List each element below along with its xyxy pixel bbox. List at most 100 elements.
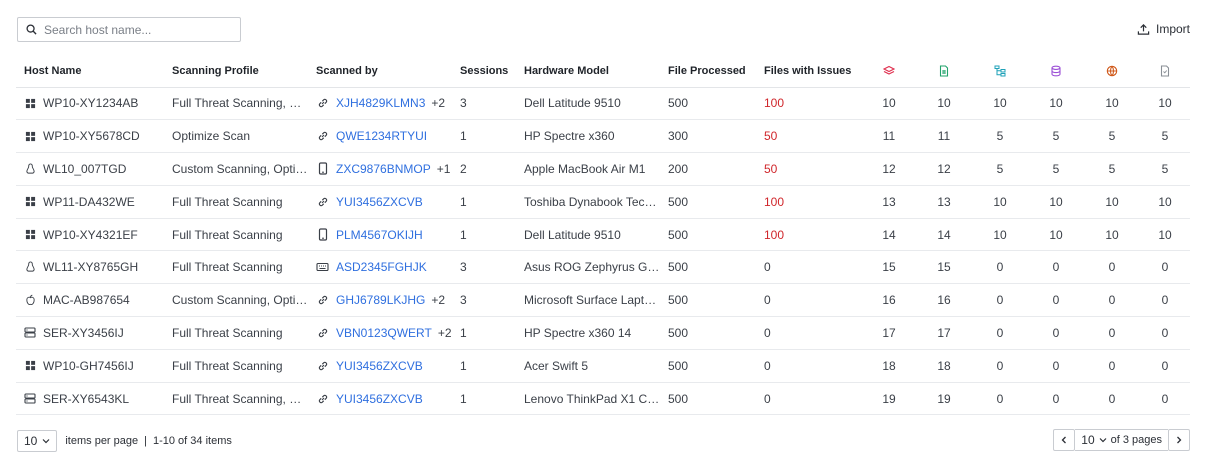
file-processed-cell: 500 — [660, 218, 756, 252]
current-page-select[interactable]: 10 — [1081, 433, 1107, 447]
files-with-issues-cell: 100 — [756, 87, 862, 121]
page-size-select[interactable]: 10 — [17, 430, 58, 452]
col-header-hardware-model[interactable]: Hardware Model — [516, 55, 660, 88]
host-cell[interactable]: SER-XY3456IJ — [16, 316, 164, 350]
hosts-table: Host Name Scanning Profile Scanned by Se… — [16, 55, 1190, 416]
col-header-host-name[interactable]: Host Name — [16, 55, 164, 88]
mobile-icon — [316, 162, 329, 176]
globe-count-cell: 10 — [1084, 87, 1140, 121]
next-page-button[interactable] — [1168, 429, 1190, 451]
table-row[interactable]: SER-XY6543KL Full Threat Scanning, Optimi… — [16, 382, 1190, 416]
table-row[interactable]: WL11-XY8765GH Full Threat Scanning ASD2345… — [16, 250, 1190, 285]
col-header-files-with-issues[interactable]: Files with Issues — [756, 55, 862, 88]
files-with-issues-cell: 0 — [756, 250, 862, 285]
scanner-link[interactable]: ASD2345FGHJK — [336, 260, 427, 275]
scanned-by-cell: XJH4829KLMN3 +2 — [308, 87, 452, 121]
col-header-sessions[interactable]: Sessions — [452, 55, 516, 88]
host-cell[interactable]: MAC-AB987654 — [16, 283, 164, 318]
mobile-icon — [316, 228, 329, 241]
of-pages-label: of 3 pages — [1110, 434, 1162, 446]
sessions-cell: 1 — [452, 316, 516, 350]
hardware-model-cell: Dell Latitude 9510 — [516, 87, 660, 121]
table-row[interactable]: WP10-GH7456IJ Full Threat Scanning YUI3456… — [16, 349, 1190, 383]
layers-icon — [883, 65, 895, 75]
database-count-cell: 0 — [1028, 349, 1084, 383]
items-range-label: 1-10 of 34 items — [152, 435, 232, 447]
scanner-link[interactable]: YUI3456ZXCVB — [336, 391, 423, 406]
host-cell[interactable]: WP10-XY4321EF — [16, 218, 164, 252]
table-row[interactable]: WP10-XY5678CD Optimize Scan QWE1234RTYUI 1 H… — [16, 119, 1190, 154]
scanning-profile-cell: Full Threat Scanning, Optimize Scan — [164, 87, 308, 121]
database-count-cell: 0 — [1028, 382, 1084, 416]
col-header-scanning-profile[interactable]: Scanning Profile — [164, 55, 308, 88]
scanning-profile-cell: Full Threat Scanning — [164, 316, 308, 350]
scanner-link[interactable]: YUI3456ZXCVB — [336, 194, 423, 209]
col-header-globe[interactable] — [1084, 55, 1140, 88]
host-cell[interactable]: WL11-XY8765GH — [16, 250, 164, 285]
database-count-cell: 5 — [1028, 152, 1084, 186]
host-name: SER-XY6543KL — [43, 391, 130, 406]
layers-count-cell: 14 — [862, 218, 916, 252]
database-count-cell: 0 — [1028, 316, 1084, 350]
document-count-cell: 0 — [1140, 349, 1190, 383]
host-name: WP11-DA432WE — [43, 194, 135, 209]
hardware-model-cell: Microsoft Surface Laptop 4 — [516, 283, 660, 318]
scanner-link[interactable]: YUI3456ZXCVB — [336, 358, 423, 373]
host-name: MAC-AB987654 — [43, 293, 130, 308]
host-cell[interactable]: WP10-XY5678CD — [16, 119, 164, 154]
host-cell[interactable]: WL10_007TGD — [16, 152, 164, 186]
globe-count-cell: 0 — [1084, 250, 1140, 285]
col-header-spreadsheet[interactable] — [916, 55, 972, 88]
upload-icon — [1137, 23, 1150, 35]
server-icon — [24, 327, 36, 339]
host-name: WP10-XY4321EF — [43, 227, 138, 242]
footer-separator: | — [144, 435, 147, 447]
globe-count-cell: 0 — [1084, 316, 1140, 350]
col-header-file-processed[interactable]: File Processed — [660, 55, 756, 88]
globe-count-cell: 0 — [1084, 382, 1140, 416]
scanner-link[interactable]: PLM4567OKIJH — [336, 227, 423, 242]
table-row[interactable]: WP10-XY4321EF Full Threat Scanning PLM4567… — [16, 218, 1190, 252]
scanner-link[interactable]: QWE1234RTYUI — [336, 129, 428, 144]
col-header-layers[interactable] — [862, 55, 916, 88]
host-cell[interactable]: WP10-XY1234AB — [16, 87, 164, 121]
host-cell[interactable]: WP10-GH7456IJ — [16, 349, 164, 383]
scanner-link[interactable]: GHJ6789LKJHG — [336, 293, 426, 308]
spreadsheet-count-cell: 18 — [916, 349, 972, 383]
database-count-cell: 5 — [1028, 119, 1084, 154]
scanned-by-cell: YUI3456ZXCVB — [308, 382, 452, 416]
scanned-by-cell: VBN0123QWERT +2 — [308, 316, 452, 350]
host-cell[interactable]: SER-XY6543KL — [16, 382, 164, 416]
table-row[interactable]: WP11-DA432WE Full Threat Scanning YUI3456Z… — [16, 185, 1190, 219]
scanner-link[interactable]: XJH4829KLMN3 — [336, 96, 426, 111]
windows-icon — [24, 130, 36, 142]
sessions-cell: 1 — [452, 119, 516, 154]
scanner-link[interactable]: VBN0123QWERT — [336, 325, 432, 340]
linux-icon — [24, 261, 36, 273]
table-row[interactable]: WL10_007TGD Custom Scanning, Optimize Sca… — [16, 152, 1190, 186]
hierarchy-count-cell: 10 — [972, 218, 1028, 252]
table-row[interactable]: SER-XY3456IJ Full Threat Scanning VBN0123Q… — [16, 316, 1190, 350]
search-input[interactable] — [44, 22, 224, 37]
windows-icon — [24, 360, 36, 372]
search-box[interactable] — [17, 17, 241, 42]
spreadsheet-count-cell: 12 — [916, 152, 972, 186]
col-header-scanned-by[interactable]: Scanned by — [308, 55, 452, 88]
file-processed-cell: 500 — [660, 349, 756, 383]
col-header-document[interactable] — [1140, 55, 1190, 88]
col-header-database[interactable] — [1028, 55, 1084, 88]
more-scanners-badge[interactable]: +2 — [431, 293, 446, 308]
document-count-cell: 0 — [1140, 316, 1190, 350]
more-scanners-badge[interactable]: +1 — [436, 161, 451, 176]
import-label: Import — [1155, 22, 1190, 36]
prev-page-button[interactable] — [1053, 429, 1076, 451]
col-header-hierarchy[interactable] — [972, 55, 1028, 88]
more-scanners-badge[interactable]: +2 — [437, 325, 452, 340]
scanner-link[interactable]: ZXC9876BNMOP — [336, 161, 431, 176]
more-scanners-badge[interactable]: +2 — [431, 96, 446, 111]
table-row[interactable]: WP10-XY1234AB Full Threat Scanning, Optim… — [16, 87, 1190, 121]
table-row[interactable]: MAC-AB987654 Custom Scanning, Optimize Sc… — [16, 283, 1190, 318]
layers-count-cell: 12 — [862, 152, 916, 186]
import-button[interactable]: Import — [1137, 22, 1190, 36]
host-cell[interactable]: WP11-DA432WE — [16, 185, 164, 219]
